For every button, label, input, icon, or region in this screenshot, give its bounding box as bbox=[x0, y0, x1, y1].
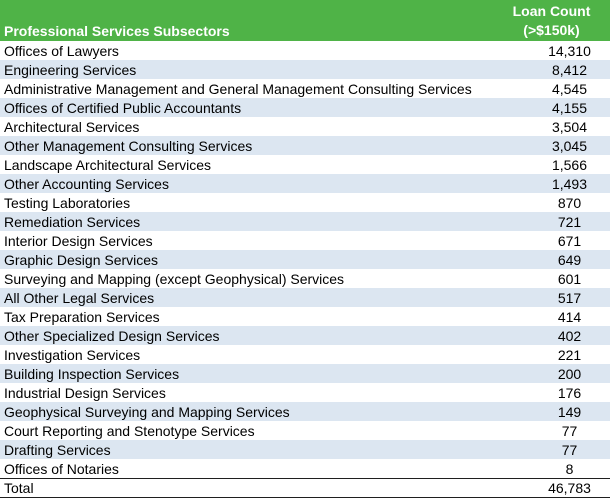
loan-count-cell: 77 bbox=[493, 421, 610, 440]
table-row: Offices of Lawyers 14,310 bbox=[0, 41, 610, 60]
subsector-name-cell: Offices of Lawyers bbox=[0, 41, 493, 60]
subsector-name-cell: Offices of Notaries bbox=[0, 459, 493, 479]
table-row: Investigation Services 221 bbox=[0, 345, 610, 364]
loan-count-column-header: Loan Count (>$150k) bbox=[493, 0, 610, 41]
subsector-name-cell: Remediation Services bbox=[0, 212, 493, 231]
table-row: Offices of Certified Public Accountants 4… bbox=[0, 98, 610, 117]
loan-count-cell: 414 bbox=[493, 307, 610, 326]
subsector-name-cell: Testing Laboratories bbox=[0, 193, 493, 212]
loan-count-cell: 402 bbox=[493, 326, 610, 345]
header-row: Professional Services Subsectors Loan Co… bbox=[0, 0, 610, 41]
subsector-name-cell: Industrial Design Services bbox=[0, 383, 493, 402]
table-row: Court Reporting and Stenotype Services 77 bbox=[0, 421, 610, 440]
table-row: Other Management Consulting Services 3,04… bbox=[0, 136, 610, 155]
table-row: Drafting Services 77 bbox=[0, 440, 610, 459]
subsector-name-cell: Building Inspection Services bbox=[0, 364, 493, 383]
table-row: Testing Laboratories 870 bbox=[0, 193, 610, 212]
subsector-name-cell: Architectural Services bbox=[0, 117, 493, 136]
table-row: Industrial Design Services 176 bbox=[0, 383, 610, 402]
loan-count-cell: 870 bbox=[493, 193, 610, 212]
table-row: Surveying and Mapping (except Geophysica… bbox=[0, 269, 610, 288]
subsector-name-cell: Offices of Certified Public Accountants bbox=[0, 98, 493, 117]
table-row: Landscape Architectural Services 1,566 bbox=[0, 155, 610, 174]
total-row: Total 46,783 bbox=[0, 478, 610, 498]
loan-count-cell: 176 bbox=[493, 383, 610, 402]
loan-count-cell: 200 bbox=[493, 364, 610, 383]
table-row: Architectural Services 3,504 bbox=[0, 117, 610, 136]
subsector-name-cell: Interior Design Services bbox=[0, 231, 493, 250]
total-label: Total bbox=[0, 478, 493, 498]
loan-count-cell: 1,566 bbox=[493, 155, 610, 174]
loan-count-cell: 721 bbox=[493, 212, 610, 231]
subsector-name-cell: Administrative Management and General Ma… bbox=[0, 79, 493, 98]
loan-count-cell: 77 bbox=[493, 440, 610, 459]
loan-count-cell: 1,493 bbox=[493, 174, 610, 193]
loan-count-header-line1: Loan Count bbox=[512, 3, 591, 19]
subsector-name-cell: Court Reporting and Stenotype Services bbox=[0, 421, 493, 440]
total-count: 46,783 bbox=[493, 478, 610, 498]
table-row: Other Specialized Design Services 402 bbox=[0, 326, 610, 345]
loan-count-cell: 149 bbox=[493, 402, 610, 421]
subsector-name-cell: Other Management Consulting Services bbox=[0, 136, 493, 155]
subsector-column-header: Professional Services Subsectors bbox=[0, 0, 493, 41]
loan-count-cell: 3,504 bbox=[493, 117, 610, 136]
subsector-name-cell: Other Specialized Design Services bbox=[0, 326, 493, 345]
loan-count-cell: 14,310 bbox=[493, 41, 610, 60]
table-row: Offices of Notaries 8 bbox=[0, 459, 610, 479]
table-row: Engineering Services 8,412 bbox=[0, 60, 610, 79]
loan-count-header-line2: (>$150k) bbox=[523, 22, 580, 38]
subsector-name-cell: Surveying and Mapping (except Geophysica… bbox=[0, 269, 493, 288]
loan-count-cell: 8,412 bbox=[493, 60, 610, 79]
loan-count-cell: 671 bbox=[493, 231, 610, 250]
subsector-name-cell: Investigation Services bbox=[0, 345, 493, 364]
subsector-name-cell: Engineering Services bbox=[0, 60, 493, 79]
table-row: All Other Legal Services 517 bbox=[0, 288, 610, 307]
table-row: Interior Design Services 671 bbox=[0, 231, 610, 250]
loan-count-cell: 649 bbox=[493, 250, 610, 269]
loan-count-cell: 517 bbox=[493, 288, 610, 307]
subsector-name-cell: Other Accounting Services bbox=[0, 174, 493, 193]
loan-count-cell: 4,155 bbox=[493, 98, 610, 117]
table-row: Other Accounting Services 1,493 bbox=[0, 174, 610, 193]
subsector-name-cell: All Other Legal Services bbox=[0, 288, 493, 307]
table-row: Remediation Services 721 bbox=[0, 212, 610, 231]
table-row: Geophysical Surveying and Mapping Servic… bbox=[0, 402, 610, 421]
table-row: Tax Preparation Services 414 bbox=[0, 307, 610, 326]
subsector-name-cell: Tax Preparation Services bbox=[0, 307, 493, 326]
loan-count-cell: 601 bbox=[493, 269, 610, 288]
table-row: Graphic Design Services 649 bbox=[0, 250, 610, 269]
table-row: Building Inspection Services 200 bbox=[0, 364, 610, 383]
table-row: Administrative Management and General Ma… bbox=[0, 79, 610, 98]
loan-count-cell: 4,545 bbox=[493, 79, 610, 98]
loan-count-cell: 3,045 bbox=[493, 136, 610, 155]
subsector-name-cell: Landscape Architectural Services bbox=[0, 155, 493, 174]
loan-count-cell: 221 bbox=[493, 345, 610, 364]
subsector-name-cell: Graphic Design Services bbox=[0, 250, 493, 269]
loan-count-cell: 8 bbox=[493, 459, 610, 479]
subsector-name-cell: Drafting Services bbox=[0, 440, 493, 459]
subsector-name-cell: Geophysical Surveying and Mapping Servic… bbox=[0, 402, 493, 421]
